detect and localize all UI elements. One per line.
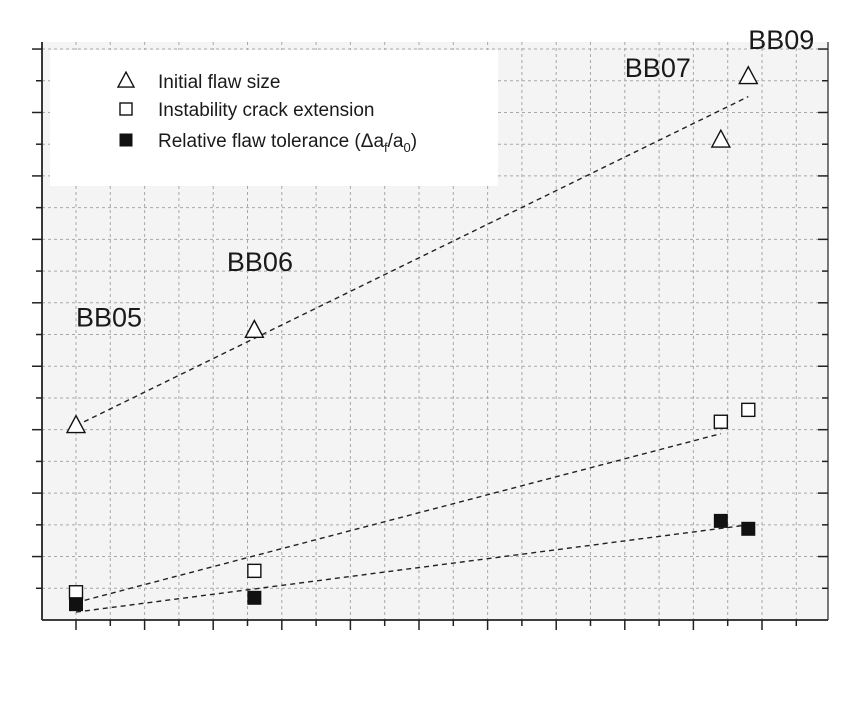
data-point xyxy=(69,597,83,612)
data-point xyxy=(710,128,732,148)
data-point xyxy=(116,70,136,88)
data-point xyxy=(247,590,262,605)
series-points xyxy=(68,402,756,600)
trend-line xyxy=(75,95,749,427)
legend: Initial flaw size Instability crack exten… xyxy=(50,50,498,186)
legend-label: Initial flaw size xyxy=(158,72,281,93)
data-point xyxy=(119,102,133,116)
legend-subscript: 0 xyxy=(404,140,411,155)
data-point xyxy=(741,402,756,418)
data-point xyxy=(741,521,756,536)
legend-item: Instability crack extension xyxy=(119,100,375,121)
data-point xyxy=(119,133,133,147)
legend-text-part: /a xyxy=(388,131,404,152)
legend-item: Initial flaw size xyxy=(116,70,281,93)
point-label: BB07 xyxy=(625,53,691,83)
point-label: BB09 xyxy=(748,25,814,55)
data-point xyxy=(68,585,84,600)
data-point xyxy=(738,65,759,85)
trend-line xyxy=(75,432,722,604)
data-point xyxy=(244,319,265,339)
series-points xyxy=(65,65,759,434)
point-label: BB06 xyxy=(227,247,293,277)
legend-subscript: f xyxy=(384,140,388,155)
legend-label: Instability crack extension xyxy=(158,100,375,121)
point-label: BB05 xyxy=(76,303,142,333)
legend-box xyxy=(50,50,498,186)
axis-ticks xyxy=(32,48,828,630)
data-point xyxy=(713,414,729,429)
legend-text-part: Relative flaw tolerance (Δa xyxy=(158,131,384,152)
data-point xyxy=(65,414,87,434)
legend-item: Relative flaw tolerance (Δaf/a0) xyxy=(119,131,417,155)
series-points xyxy=(69,513,756,612)
data-point xyxy=(713,513,728,528)
data-point xyxy=(247,563,262,579)
legend-label: Relative flaw tolerance (Δaf/a0) xyxy=(158,131,417,155)
legend-text-part: ) xyxy=(411,131,417,152)
trend-line xyxy=(75,524,749,613)
